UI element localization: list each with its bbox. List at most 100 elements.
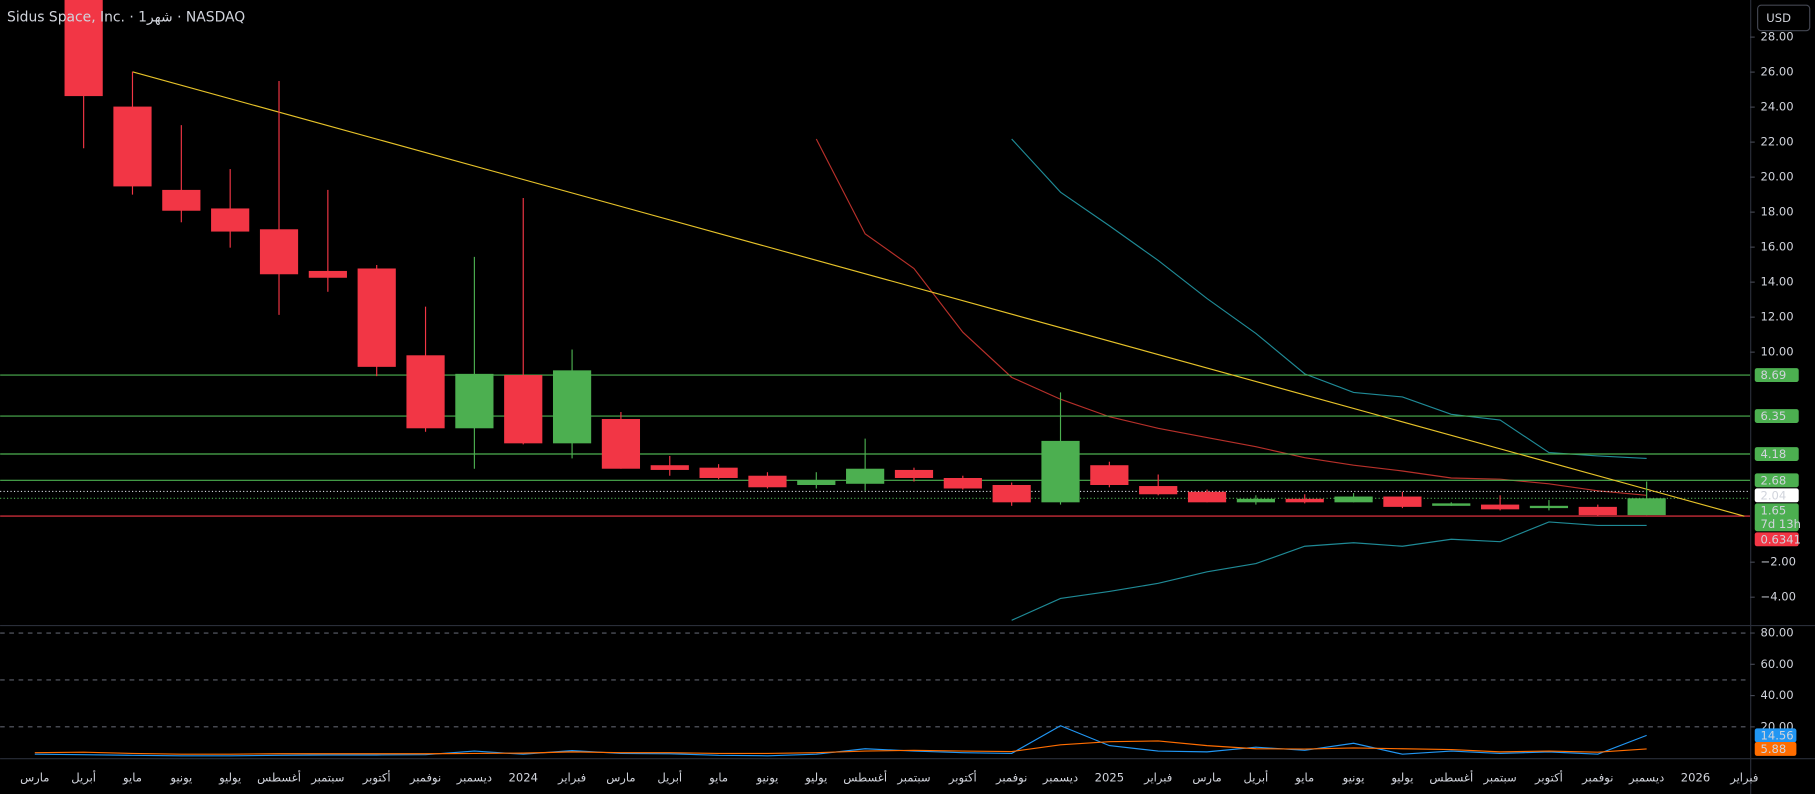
candle-body: [1383, 496, 1422, 507]
price-badge-label: 0.6341: [1761, 532, 1801, 546]
x-tick-label: سبتمبر: [310, 770, 344, 785]
price-badge: [1754, 503, 1799, 532]
x-tick-label: يونيو: [756, 770, 779, 785]
x-tick-label: مارس: [1192, 770, 1221, 785]
currency-button-frame[interactable]: [1757, 4, 1811, 32]
x-tick-label: أبريل: [1243, 769, 1268, 785]
y-tick-label: 14.00: [1761, 275, 1794, 289]
candle-body: [1334, 496, 1373, 503]
price-badge: [1754, 488, 1799, 503]
bar-countdown: 7d 13h: [1761, 517, 1801, 531]
x-tick-label: نوفمبر: [995, 770, 1027, 785]
candle-body: [894, 469, 934, 478]
candle-body: [1041, 440, 1080, 503]
y-tick-label: 24.00: [1761, 100, 1794, 114]
candle-body: [1529, 505, 1569, 509]
price-badge-label: 1.65: [1761, 503, 1787, 517]
x-tick-label: 2025: [1095, 770, 1124, 784]
x-tick-label: ديسمبر: [1628, 770, 1664, 785]
y-tick-label: 28.00: [1761, 30, 1794, 44]
y-tick-label: 18.00: [1761, 205, 1794, 219]
trend-line: [132, 71, 1745, 517]
candle-body: [357, 268, 396, 367]
x-tick-label: 2024: [509, 770, 538, 784]
candle-body: [1139, 486, 1178, 495]
candle-body: [455, 373, 494, 429]
indicator-line: [1011, 138, 1647, 459]
candle-body: [1578, 506, 1617, 516]
x-tick-label: ديسمبر: [1042, 770, 1078, 785]
candle-body: [1236, 498, 1275, 503]
candle-body: [748, 475, 787, 488]
y-tick-label: 10.00: [1761, 345, 1794, 359]
x-tick-label: مايو: [1294, 770, 1314, 785]
indicator-line: [1011, 521, 1647, 621]
candle-body: [797, 480, 836, 485]
x-tick-label: مارس: [20, 770, 49, 785]
currency-label[interactable]: USD: [1766, 11, 1791, 25]
x-tick-label: يونيو: [169, 770, 192, 785]
candle-body: [992, 484, 1031, 503]
x-tick-label: يوليو: [804, 770, 827, 785]
x-tick-label: أبريل: [657, 769, 682, 785]
price-badge-label: 2.68: [1761, 473, 1787, 487]
candle-body: [504, 375, 543, 444]
value-badge-label: 14.56: [1761, 728, 1794, 742]
candle-body: [650, 465, 689, 470]
value-badge: [1754, 728, 1797, 743]
x-tick-label: يوليو: [1390, 770, 1413, 785]
x-tick-label: سبتمبر: [1482, 770, 1516, 785]
price-badge: [1754, 368, 1799, 383]
candle-body: [1187, 491, 1227, 503]
price-badge: [1754, 447, 1799, 461]
axes: 28.00 26.00 24.00 22.00 20.00 18.00 16.00 14.00…: [20, 30, 1801, 786]
y-tick-label: 20.00: [1761, 170, 1794, 184]
x-tick-label: فبراير: [1729, 770, 1758, 785]
price-badge: [1754, 409, 1799, 423]
candle-body: [64, 0, 103, 97]
y-tick-label: 22.00: [1761, 135, 1794, 149]
x-tick-label: نوفمبر: [409, 770, 441, 785]
x-tick-label: مايو: [122, 770, 142, 785]
candle-body: [308, 270, 347, 278]
value-badge: [1754, 741, 1797, 756]
candle-body: [601, 419, 641, 469]
x-tick-label: أغسطس: [257, 769, 301, 785]
x-tick-label: أكتوبر: [1534, 769, 1563, 785]
candle-body: [406, 355, 445, 429]
candle-body: [113, 106, 152, 187]
candle-body: [699, 467, 738, 478]
x-tick-label: أكتوبر: [362, 769, 391, 785]
candle-body: [211, 208, 250, 232]
candle-body: [1432, 503, 1471, 506]
indicator-line: [34, 740, 1647, 755]
oscillator-pane: [0, 632, 1751, 757]
candle-body: [162, 189, 201, 211]
y-tick-label: 80.00: [1761, 626, 1794, 640]
candle-body: [1285, 498, 1324, 503]
value-badge-label: 5.88: [1761, 742, 1787, 756]
x-tick-label: أكتوبر: [948, 769, 977, 785]
y-tick-label: 16.00: [1761, 240, 1794, 254]
x-tick-label: نوفمبر: [1581, 770, 1613, 785]
symbol-title: Sidus Space, Inc. · 1شهر · NASDAQ: [7, 9, 245, 25]
x-tick-label: فبراير: [557, 770, 586, 785]
candle-body: [552, 370, 592, 444]
y-tick-label: 60.00: [1761, 657, 1794, 671]
price-badge-label: 6.35: [1761, 409, 1787, 423]
x-tick-label: مايو: [708, 770, 728, 785]
x-tick-label: مارس: [606, 770, 635, 785]
price-badge-label: 2.04: [1761, 488, 1787, 502]
main-pane: [0, 0, 1751, 621]
candle-body: [259, 229, 299, 275]
price-badge: [1754, 532, 1799, 547]
candle-body: [1627, 498, 1666, 516]
x-tick-label: يونيو: [1342, 770, 1365, 785]
currency-button[interactable]: USD: [1757, 4, 1811, 32]
x-tick-label: ديسمبر: [456, 770, 492, 785]
y-tick-label: 12.00: [1761, 310, 1794, 324]
candle-body: [1481, 504, 1520, 510]
x-tick-label: أغسطس: [1429, 769, 1473, 785]
